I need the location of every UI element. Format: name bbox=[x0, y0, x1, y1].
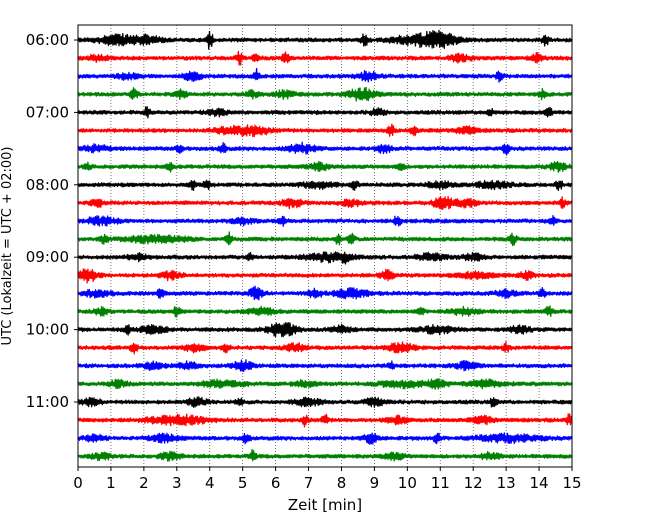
x-tick-label-6: 6 bbox=[271, 474, 281, 492]
x-tick-label-9: 9 bbox=[370, 474, 380, 492]
trace-0600 bbox=[77, 29, 573, 50]
x-tick-label-12: 12 bbox=[464, 474, 483, 492]
x-tick-label-5: 5 bbox=[238, 474, 248, 492]
y-tick-label-0900: 09:00 bbox=[26, 248, 69, 266]
trace-1145 bbox=[77, 449, 573, 462]
y-axis-label: UTC (Lokalzeit = UTC + 02:00) bbox=[0, 147, 15, 346]
trace-1100 bbox=[77, 396, 573, 408]
trace-0930 bbox=[77, 285, 573, 301]
trace-1115 bbox=[77, 413, 573, 428]
x-axis: 0 1 2 3 4 5 6 7 8 9 10 11 12 13 14 15 bbox=[73, 467, 582, 492]
trace-0945 bbox=[77, 305, 573, 318]
y-axis: 06:00 07:00 08:00 09:00 10:00 11:00 bbox=[26, 31, 78, 411]
trace-0815 bbox=[77, 196, 573, 211]
y-tick-label-1100: 11:00 bbox=[26, 393, 69, 411]
x-tick-label-4: 4 bbox=[205, 474, 215, 492]
trace-0715 bbox=[77, 123, 573, 138]
trace-0730 bbox=[77, 141, 573, 156]
trace-0630 bbox=[77, 67, 573, 83]
trace-1000 bbox=[77, 322, 573, 338]
y-tick-label-1000: 10:00 bbox=[26, 321, 69, 339]
x-tick-label-14: 14 bbox=[530, 474, 549, 492]
x-tick-label-3: 3 bbox=[172, 474, 182, 492]
trace-0645 bbox=[77, 86, 573, 102]
trace-0830 bbox=[77, 215, 573, 227]
x-tick-label-15: 15 bbox=[562, 474, 581, 492]
x-tick-label-1: 1 bbox=[106, 474, 116, 492]
trace-1130 bbox=[77, 432, 573, 445]
trace-0900 bbox=[77, 251, 573, 265]
x-axis-label: Zeit [min] bbox=[288, 496, 362, 514]
x-tick-label-10: 10 bbox=[398, 474, 417, 492]
trace-0915 bbox=[77, 268, 573, 284]
plot-frame bbox=[77, 24, 573, 468]
x-tick-label-7: 7 bbox=[304, 474, 314, 492]
y-tick-label-0700: 07:00 bbox=[26, 103, 69, 121]
y-tick-label-0600: 06:00 bbox=[26, 31, 69, 49]
trace-0845 bbox=[77, 231, 573, 247]
y-tick-label-0800: 08:00 bbox=[26, 176, 69, 194]
trace-1030 bbox=[77, 359, 573, 373]
trace-1045 bbox=[77, 378, 573, 390]
trace-0615 bbox=[77, 50, 573, 66]
x-tick-label-13: 13 bbox=[497, 474, 516, 492]
x-tick-label-0: 0 bbox=[73, 474, 83, 492]
trace-group bbox=[77, 29, 573, 462]
x-tick-label-8: 8 bbox=[337, 474, 347, 492]
trace-1015 bbox=[77, 341, 573, 355]
x-tick-label-11: 11 bbox=[431, 474, 450, 492]
trace-0745 bbox=[77, 160, 573, 173]
trace-0700 bbox=[77, 106, 573, 119]
trace-0800 bbox=[77, 179, 573, 192]
x-tick-label-2: 2 bbox=[139, 474, 149, 492]
